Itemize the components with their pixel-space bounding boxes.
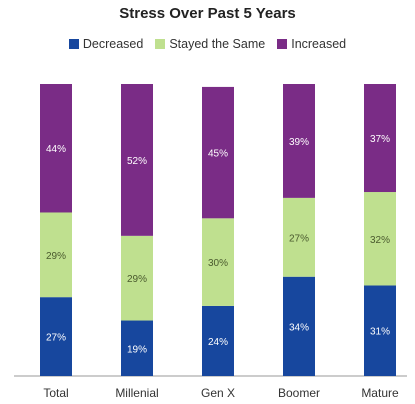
data-label-millenial-increased: 52% [127,156,147,167]
bar-boomer-decreased [283,276,315,376]
x-tick-label-gen-x: Gen X [201,386,235,400]
bar-millenial-decreased [121,320,153,376]
chart-title: Stress Over Past 5 Years [119,5,296,22]
data-label-gen-x-stayed-the-same: 30% [208,258,228,269]
bar-mature-increased [364,84,396,193]
bar-total-increased [40,84,72,213]
data-label-mature-increased: 37% [370,134,390,145]
x-tick-label-boomer: Boomer [278,386,320,400]
bar-boomer-stayed-the-same [283,197,315,277]
bar-millenial-increased [121,84,153,236]
data-label-millenial-stayed-the-same: 29% [127,274,147,285]
data-label-boomer-increased: 39% [289,137,309,148]
legend-item-decreased: Decreased [68,37,144,51]
legend-swatch-stayed-the-same [155,39,166,49]
data-label-millenial-decreased: 19% [127,344,147,355]
legend-item-stayed-the-same: Stayed the Same [155,37,265,51]
bar-gen-x-stayed-the-same [202,218,234,306]
bar-total-stayed-the-same [40,212,72,298]
bar-gen-x-increased [202,86,234,219]
data-label-boomer-decreased: 34% [289,322,309,333]
data-label-gen-x-decreased: 24% [208,337,228,348]
bar-gen-x-decreased [202,305,234,376]
legend-label-stayed-the-same: Stayed the Same [169,37,266,51]
data-label-total-stayed-the-same: 29% [46,251,66,262]
bar-mature-stayed-the-same [364,192,396,286]
bar-boomer-increased [283,84,315,198]
legend: Decreased Stayed the Same Increased [0,37,415,51]
x-tick-label-total: Total [43,386,68,400]
data-label-mature-decreased: 31% [370,327,390,338]
data-label-mature-stayed-the-same: 32% [370,235,390,246]
bar-total-decreased [40,297,72,376]
x-tick-label-mature: Mature [361,386,399,400]
legend-item-increased: Increased [277,37,346,51]
data-label-total-decreased: 27% [46,333,66,344]
data-label-gen-x-increased: 45% [208,149,228,160]
legend-label-increased: Increased [291,37,347,51]
legend-swatch-increased [277,39,288,49]
legend-label-decreased: Decreased [82,37,144,51]
legend-swatch-decreased [68,39,79,49]
bar-millenial-stayed-the-same [121,235,153,321]
data-label-boomer-stayed-the-same: 27% [289,233,309,244]
data-label-total-increased: 44% [46,144,66,155]
bar-mature-decreased [364,285,396,376]
x-tick-label-millenial: Millenial [115,386,158,400]
